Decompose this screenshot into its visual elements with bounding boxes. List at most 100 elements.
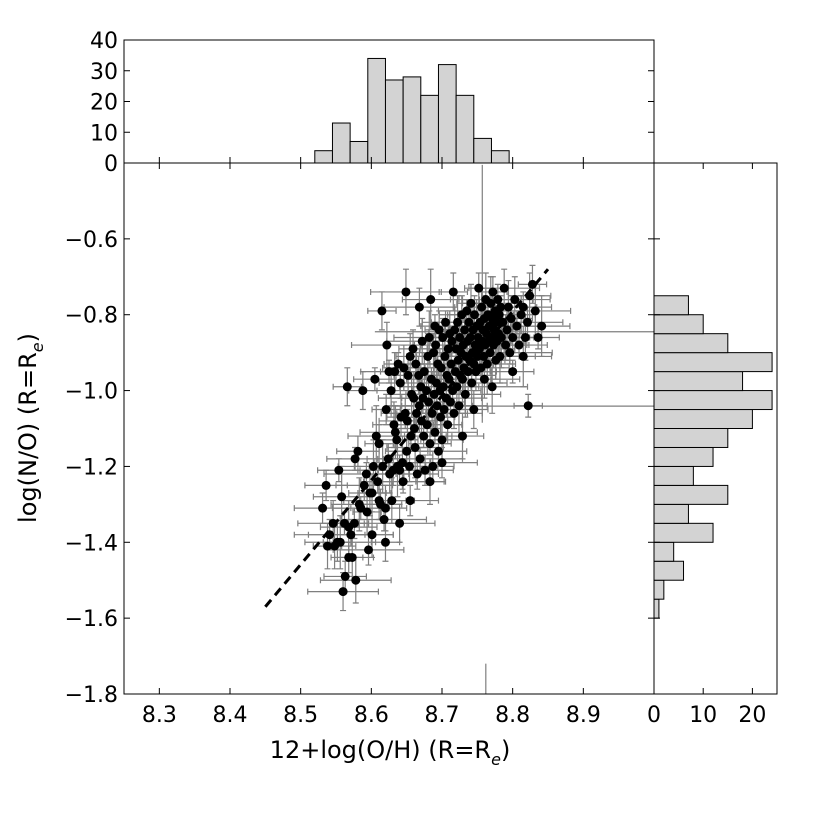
data-point xyxy=(409,424,419,433)
data-points xyxy=(318,279,547,597)
right-hist-bar xyxy=(653,465,694,486)
data-point xyxy=(390,427,400,437)
data-point xyxy=(438,332,448,342)
data-point xyxy=(512,321,522,331)
top-hist-ytick-label: 10 xyxy=(90,121,118,146)
data-point xyxy=(486,298,496,308)
x-axis-label-end: ) xyxy=(501,736,510,764)
scatter-xtick-label: 8.5 xyxy=(283,703,318,728)
y-axis-label-subscript: e xyxy=(28,342,47,352)
data-point xyxy=(412,469,422,479)
data-point xyxy=(399,363,409,373)
data-point xyxy=(453,355,463,365)
scatter-ytick-label: −1.6 xyxy=(65,607,118,632)
scatter-xtick-label: 8.3 xyxy=(142,703,177,728)
data-point xyxy=(405,496,415,506)
data-point xyxy=(377,306,387,316)
data-point xyxy=(495,351,505,361)
data-point xyxy=(452,382,462,392)
scatter-xtick-label: 8.4 xyxy=(213,703,248,728)
data-point xyxy=(424,397,434,407)
scatter-ytick-label: −1.2 xyxy=(65,455,118,480)
data-point xyxy=(449,408,459,418)
data-point xyxy=(439,405,449,415)
data-point xyxy=(463,367,473,377)
data-point xyxy=(403,370,413,380)
data-point xyxy=(487,382,497,392)
data-point xyxy=(401,287,411,297)
data-point xyxy=(433,446,443,456)
data-point xyxy=(342,382,352,392)
data-point xyxy=(496,302,506,312)
data-point xyxy=(381,405,391,415)
data-point xyxy=(335,537,345,547)
data-point xyxy=(367,530,377,540)
scatter-ytick-label: −0.8 xyxy=(65,304,118,329)
data-point xyxy=(405,351,415,361)
right-hist-xtick-label: 0 xyxy=(647,703,661,728)
data-point xyxy=(325,530,335,540)
data-point xyxy=(380,537,390,547)
top-hist-bar xyxy=(402,76,422,164)
data-point xyxy=(373,477,383,487)
data-point xyxy=(368,461,378,471)
top-hist-bar xyxy=(437,64,457,164)
data-point xyxy=(426,295,436,305)
data-point xyxy=(499,283,509,293)
data-point xyxy=(392,435,402,445)
data-point xyxy=(485,348,495,358)
right-histogram-panel: 0 10 20 xyxy=(647,162,778,728)
data-point xyxy=(395,378,405,388)
scatter-xtick-label: 8.8 xyxy=(495,703,530,728)
scatter-xtick-label: 8.7 xyxy=(425,703,460,728)
data-point xyxy=(516,310,526,320)
data-point xyxy=(520,332,530,342)
data-point xyxy=(374,439,384,449)
right-hist-bar xyxy=(653,295,689,316)
data-point xyxy=(338,587,348,597)
data-point xyxy=(421,386,431,396)
data-point xyxy=(430,427,440,437)
top-hist-bar xyxy=(367,57,386,164)
data-point xyxy=(527,279,537,289)
data-point xyxy=(427,408,437,418)
top-hist-bar xyxy=(420,94,439,164)
data-point xyxy=(503,302,513,312)
x-axis-label-subscript: e xyxy=(491,750,501,769)
data-point xyxy=(409,393,419,403)
right-hist-bar xyxy=(653,390,773,411)
data-point xyxy=(430,321,440,331)
data-point xyxy=(537,321,547,331)
data-point xyxy=(382,340,392,350)
data-point xyxy=(431,378,441,388)
right-hist-xtick-label: 20 xyxy=(738,703,766,728)
data-point xyxy=(383,454,393,464)
data-point xyxy=(465,332,475,342)
right-hist-bar xyxy=(653,522,714,543)
data-point xyxy=(380,503,390,513)
right-hist-xtick-label: 10 xyxy=(689,703,717,728)
data-point xyxy=(455,332,465,342)
scatter-xtick-label: 8.6 xyxy=(354,703,389,728)
data-point xyxy=(361,469,371,479)
data-point xyxy=(470,310,480,320)
data-point xyxy=(367,488,377,498)
data-point xyxy=(337,492,347,502)
data-point xyxy=(379,515,389,525)
data-point xyxy=(518,302,528,312)
data-point xyxy=(406,431,416,441)
data-point xyxy=(501,340,511,350)
data-point xyxy=(450,325,460,335)
data-point xyxy=(466,298,476,308)
data-point xyxy=(414,401,424,411)
data-point xyxy=(453,317,463,327)
data-point xyxy=(432,401,442,411)
top-hist-ytick-label: 0 xyxy=(104,152,118,177)
top-hist-ytick-label: 30 xyxy=(90,60,118,85)
data-point xyxy=(400,408,410,418)
data-point xyxy=(446,359,456,369)
data-point xyxy=(398,477,408,487)
data-point xyxy=(457,431,467,441)
data-point xyxy=(441,317,451,327)
data-point xyxy=(371,431,381,441)
